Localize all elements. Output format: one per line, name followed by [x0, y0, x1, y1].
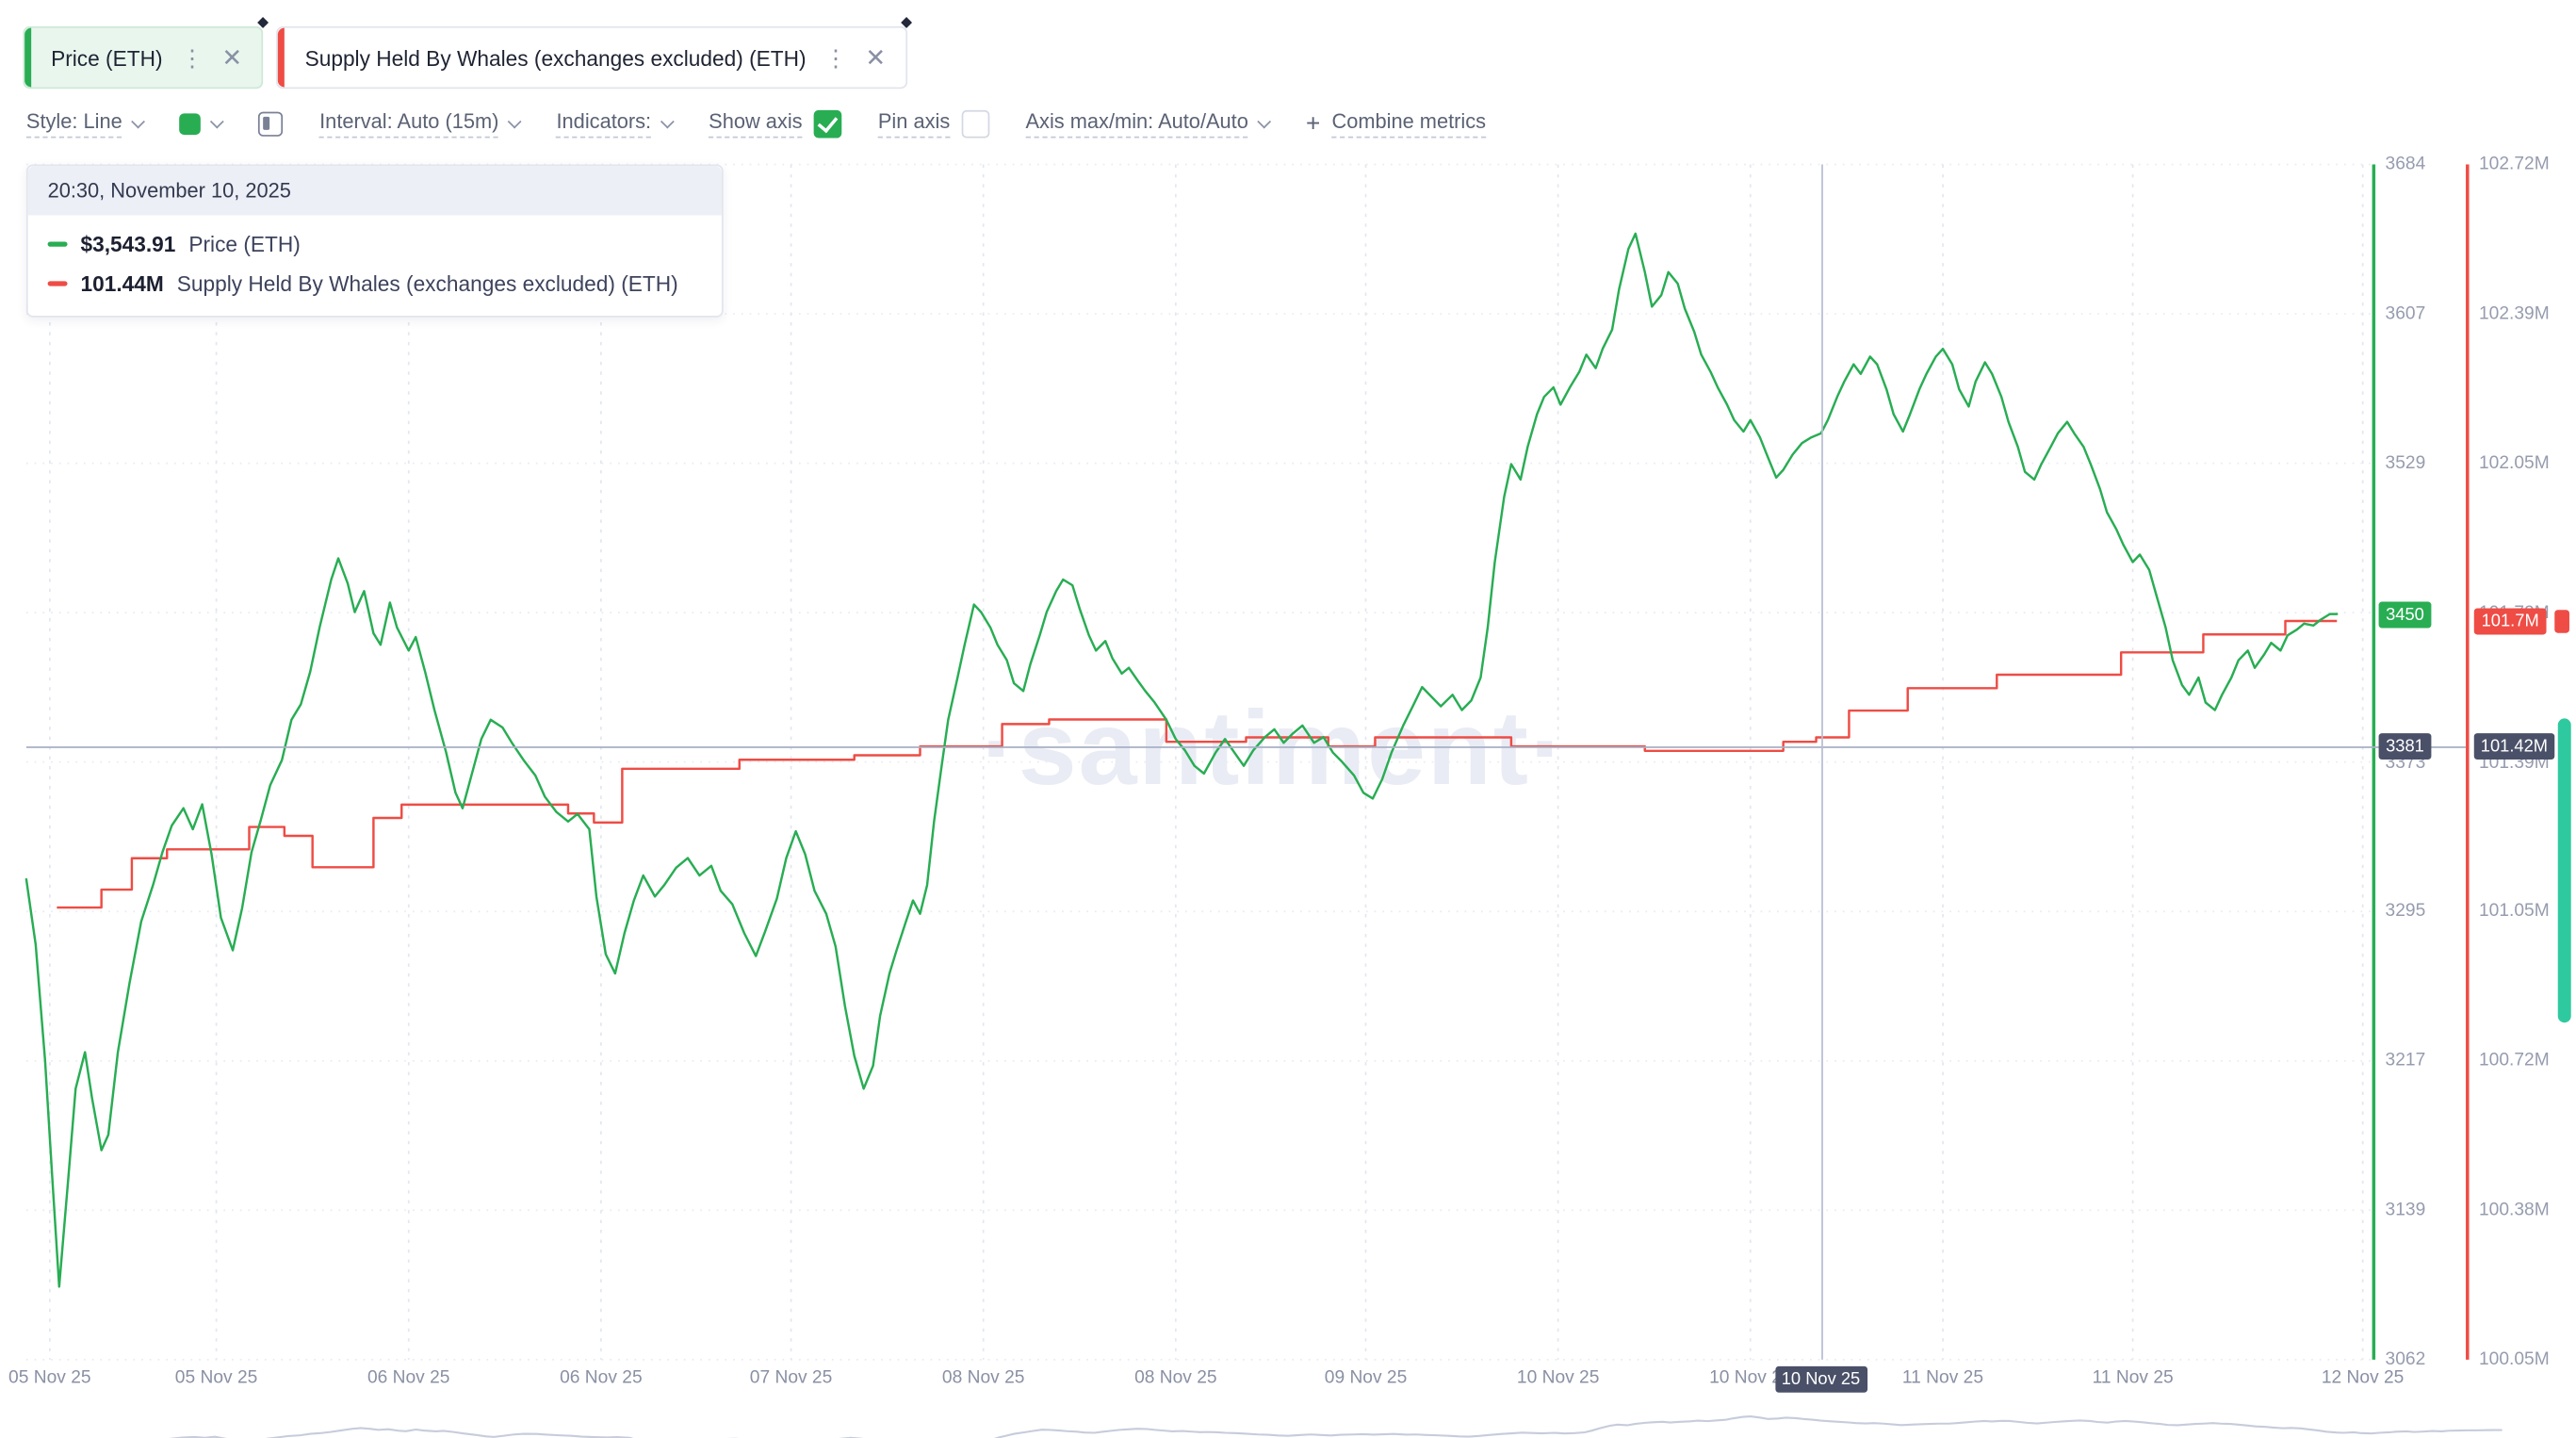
tab-accent-green — [24, 27, 32, 88]
chevron-down-icon — [1257, 113, 1272, 128]
supply-axis-tick: 102.39M — [2479, 303, 2550, 324]
time-axis-label: 11 Nov 25 — [1901, 1367, 1983, 1388]
price-legend-dash-icon — [47, 241, 68, 247]
price-axis-tick: 3607 — [2385, 303, 2426, 324]
price-axis-tick: 3062 — [2385, 1349, 2426, 1370]
tooltip-supply-name: Supply Held By Whales (exchanges exclude… — [176, 270, 678, 297]
tab-supply-whales[interactable]: Supply Held By Whales (exchanges exclude… — [276, 13, 912, 90]
crosshair-vertical-line — [1820, 164, 1823, 1360]
color-swatch-green[interactable] — [179, 112, 202, 135]
crosshair-price-badge: 3381 — [2378, 733, 2432, 760]
tab-price-eth[interactable]: Price (ETH) ⋮ ✕ ◆ — [23, 13, 269, 90]
right-scrollbar-handle[interactable] — [2557, 718, 2571, 1023]
close-icon[interactable]: ✕ — [865, 43, 887, 72]
style-dropdown[interactable]: Style: Line — [25, 109, 146, 138]
drag-handle-icon[interactable]: ◆ — [901, 12, 913, 30]
interval-frame-icon — [258, 110, 284, 136]
price-axis-tick: 3217 — [2385, 1051, 2426, 1071]
combine-metrics-label: Combine metrics — [1331, 109, 1487, 138]
minimap-preview[interactable] — [26, 1407, 2540, 1438]
tooltip-supply-value: 101.44M — [80, 270, 164, 297]
supply-axis-tick: 100.05M — [2479, 1349, 2550, 1370]
time-axis-label: 08 Nov 25 — [941, 1367, 1025, 1388]
interval-frame-button[interactable] — [258, 110, 284, 136]
plus-icon: + — [1305, 109, 1321, 138]
tooltip-price-name: Price (ETH) — [188, 232, 301, 257]
time-axis-label: 11 Nov 25 — [2092, 1367, 2174, 1388]
combine-metrics-button[interactable]: + Combine metrics — [1305, 109, 1487, 138]
pin-axis-toggle[interactable]: Pin axis — [877, 109, 990, 138]
minimap-line — [168, 1415, 2503, 1438]
tooltip-body: $3,543.91 Price (ETH) 101.44M Supply Hel… — [28, 216, 722, 316]
indicators-dropdown[interactable]: Indicators: — [556, 109, 675, 138]
show-axis-label: Show axis — [709, 109, 803, 138]
supply-axis-scroll-handle[interactable] — [2554, 609, 2569, 633]
price-axis-tick: 3529 — [2385, 453, 2426, 474]
time-axis-label: 05 Nov 25 — [174, 1367, 258, 1388]
supply-axis-tick: 100.38M — [2479, 1200, 2550, 1220]
plot-svg[interactable] — [24, 163, 2372, 1361]
indicators-label: Indicators: — [556, 109, 652, 138]
supply-axis-tick: 102.05M — [2479, 453, 2550, 474]
chevron-down-icon — [508, 113, 523, 128]
supply-axis-line — [2466, 164, 2470, 1360]
supply-axis-tick: 101.05M — [2479, 901, 2550, 922]
time-axis-label: 10 Nov 25 — [1516, 1367, 1600, 1388]
time-axis-label: 08 Nov 25 — [1134, 1367, 1217, 1388]
tab-label: Price (ETH) — [51, 44, 163, 71]
crosshair-horizontal-line — [25, 746, 2467, 749]
chart-toolbar: Style: Line Interval: Auto (15m) Indicat… — [25, 102, 1487, 144]
time-axis-label: 05 Nov 25 — [8, 1367, 91, 1388]
price-line — [24, 232, 2339, 1288]
close-icon[interactable]: ✕ — [221, 43, 243, 72]
crosshair-supply-badge: 101.42M — [2473, 733, 2555, 760]
price-last-value-badge: 3450 — [2378, 600, 2432, 628]
price-axis-tick: 3139 — [2385, 1200, 2426, 1220]
color-picker[interactable] — [179, 112, 225, 135]
show-axis-checkbox[interactable] — [813, 109, 842, 138]
hover-tooltip: 20:30, November 10, 2025 $3,543.91 Price… — [25, 164, 724, 318]
supply-line — [57, 619, 2338, 909]
tooltip-row-price: $3,543.91 Price (ETH) — [47, 232, 702, 257]
time-axis-label: 06 Nov 25 — [560, 1367, 643, 1388]
time-axis-label: 06 Nov 25 — [367, 1367, 450, 1388]
price-axis-tick: 3295 — [2385, 901, 2426, 922]
chevron-down-icon — [210, 113, 225, 128]
style-label: Style: Line — [25, 109, 122, 138]
price-axis-line — [2372, 164, 2376, 1360]
tooltip-price-value: $3,543.91 — [80, 232, 176, 257]
price-axis-tick: 3684 — [2385, 155, 2426, 174]
time-axis-label: 07 Nov 25 — [749, 1367, 833, 1388]
interval-dropdown[interactable]: Interval: Auto (15m) — [319, 109, 523, 138]
time-axis-label: 09 Nov 25 — [1324, 1367, 1408, 1388]
pin-axis-checkbox[interactable] — [961, 109, 990, 138]
interval-label: Interval: Auto (15m) — [319, 109, 499, 138]
supply-legend-dash-icon — [47, 281, 68, 286]
chevron-down-icon — [131, 113, 146, 128]
metric-tabbar: Price (ETH) ⋮ ✕ ◆ Supply Held By Whales … — [23, 13, 912, 90]
axis-maxmin-label: Axis max/min: Auto/Auto — [1025, 109, 1248, 138]
tooltip-timestamp: 20:30, November 10, 2025 — [27, 166, 722, 216]
tab-label: Supply Held By Whales (exchanges exclude… — [304, 44, 807, 71]
time-axis-label: 12 Nov 25 — [2321, 1367, 2405, 1388]
kebab-menu-icon[interactable]: ⋮ — [823, 44, 848, 72]
axis-maxmin-dropdown[interactable]: Axis max/min: Auto/Auto — [1025, 109, 1272, 138]
pin-axis-label: Pin axis — [877, 109, 951, 138]
supply-axis-tick: 100.72M — [2479, 1051, 2550, 1071]
kebab-menu-icon[interactable]: ⋮ — [180, 44, 204, 72]
tooltip-row-supply: 101.44M Supply Held By Whales (exchanges… — [47, 270, 702, 297]
tab-accent-red — [278, 27, 285, 88]
crosshair-date-badge: 10 Nov 25 — [1774, 1365, 1867, 1393]
drag-handle-icon[interactable]: ◆ — [257, 12, 269, 30]
chevron-down-icon — [660, 113, 675, 128]
time-axis-label: 10 Nov 25 — [1709, 1367, 1792, 1388]
supply-axis-tick: 102.72M — [2479, 155, 2550, 174]
show-axis-toggle[interactable]: Show axis — [709, 109, 842, 138]
supply-last-value-badge: 101.7M — [2473, 608, 2547, 634]
